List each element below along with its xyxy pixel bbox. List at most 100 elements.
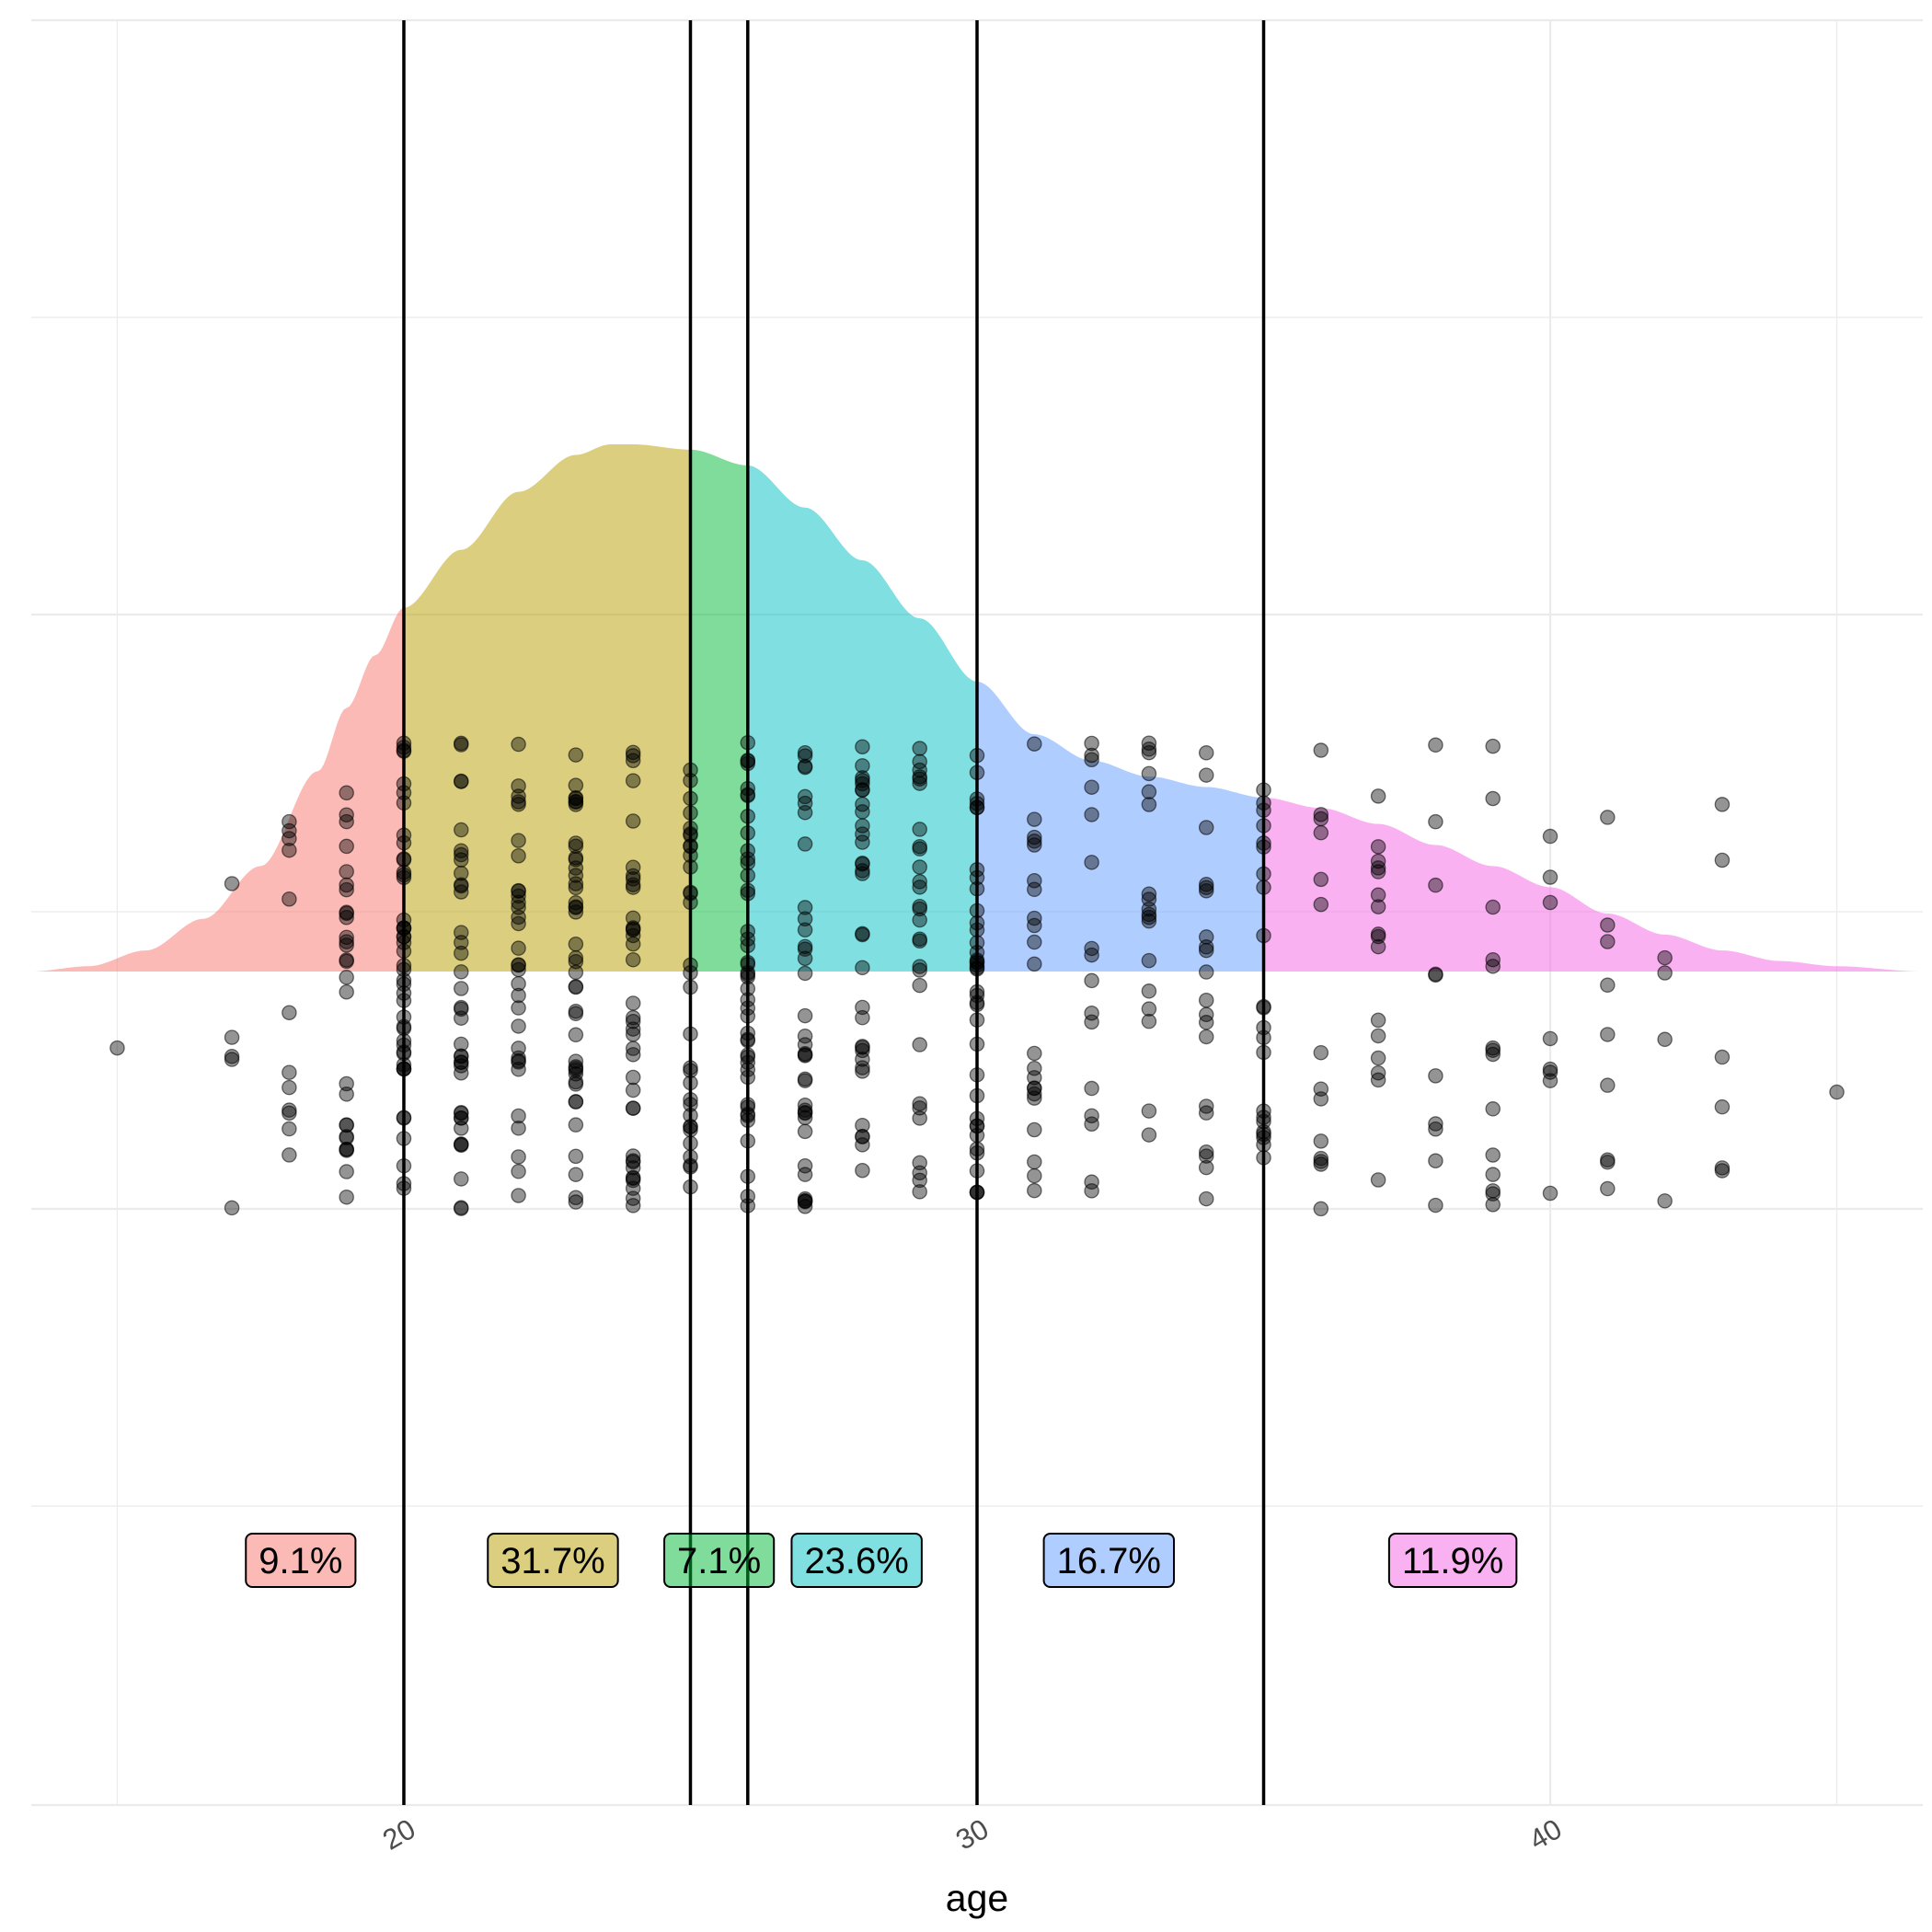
data-point [1428,737,1443,753]
segment-label-text: 9.1% [259,1541,342,1581]
data-point [568,964,584,981]
data-point [1141,906,1157,923]
data-point [625,1148,641,1164]
data-point [1657,965,1673,981]
data-point [511,1062,526,1077]
points-layer [109,734,1845,1217]
data-point [511,848,526,864]
data-point [339,910,354,926]
data-point [568,979,584,995]
data-point [1657,1193,1673,1209]
data-point [282,1147,297,1163]
data-point [625,744,641,761]
data-point [568,1194,584,1210]
segment-label-text: 31.7% [500,1541,604,1581]
data-point [454,846,469,863]
data-point [339,905,354,922]
data-point [1485,1046,1501,1063]
data-point [1027,1121,1042,1138]
data-point [568,1117,584,1133]
data-point [1084,1080,1099,1097]
data-point [1485,899,1501,915]
data-point [1084,807,1099,822]
data-point [625,1160,641,1176]
data-point [1027,1060,1042,1076]
data-point [511,1121,526,1136]
data-point [511,1108,526,1124]
data-point [1428,966,1443,983]
data-point [912,859,927,875]
data-point [1198,939,1214,955]
data-point [1428,1116,1443,1132]
data-point [568,876,584,891]
data-point [1027,872,1042,889]
data-point [339,1189,354,1205]
data-point [625,1069,641,1086]
data-point [1027,811,1042,827]
segment-label-text: 16.7% [1057,1541,1161,1581]
data-point [1313,807,1329,822]
data-point [625,1082,641,1098]
segment-label-text: 23.6% [804,1541,908,1581]
data-point [855,1052,870,1067]
data-point [797,1073,813,1088]
data-point [224,876,240,891]
data-point [511,940,526,956]
data-point [339,1075,354,1092]
data-point [1313,1091,1329,1107]
data-point [797,1157,813,1174]
data-point [1370,899,1386,914]
data-point [1084,972,1099,989]
data-point [282,1064,297,1080]
density-segment-3 [690,449,748,972]
data-point [1141,1127,1157,1143]
data-point [625,1198,641,1213]
data-point [1485,790,1501,807]
data-point [912,880,927,895]
data-point [625,995,641,1011]
data-point [855,1040,870,1055]
data-point [1370,926,1386,942]
data-point [1084,779,1099,795]
data-point [1542,1185,1558,1202]
data-point [1542,828,1558,845]
data-point [1198,964,1214,980]
data-point [282,1005,297,1020]
data-point [625,910,641,926]
data-point [339,934,354,949]
data-point [454,865,469,881]
data-point [797,922,813,938]
data-point [797,1167,813,1182]
segment-label-text: 11.9% [1402,1541,1503,1581]
data-point [109,1040,125,1056]
data-point [568,1074,584,1090]
data-point [912,933,927,949]
data-point [1141,1001,1157,1017]
segment-label-4: 23.6% [790,1533,923,1588]
data-point [1600,934,1616,949]
data-point [1370,839,1386,855]
data-point [1370,1072,1386,1088]
data-point [511,975,526,992]
data-point [912,838,927,855]
data-point [511,1018,526,1034]
data-point [797,804,813,821]
data-point [625,1172,641,1189]
data-point [224,1049,240,1064]
x-axis: 20 30 40 [377,1812,1567,1857]
data-point [625,868,641,884]
data-point [855,797,870,812]
data-point [1542,1061,1558,1077]
segment-label-box [1042,1533,1176,1588]
data-point [339,1143,354,1158]
data-point [855,1162,870,1179]
data-point [912,1037,927,1052]
data-point [1084,947,1099,963]
data-point [511,987,526,1004]
data-point [1198,745,1214,761]
data-point [797,1102,813,1119]
data-point [1829,1084,1845,1100]
data-point [1714,1098,1731,1115]
data-point [625,951,641,968]
